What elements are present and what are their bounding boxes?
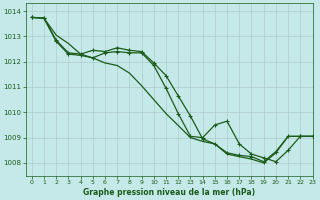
X-axis label: Graphe pression niveau de la mer (hPa): Graphe pression niveau de la mer (hPa)	[83, 188, 255, 197]
